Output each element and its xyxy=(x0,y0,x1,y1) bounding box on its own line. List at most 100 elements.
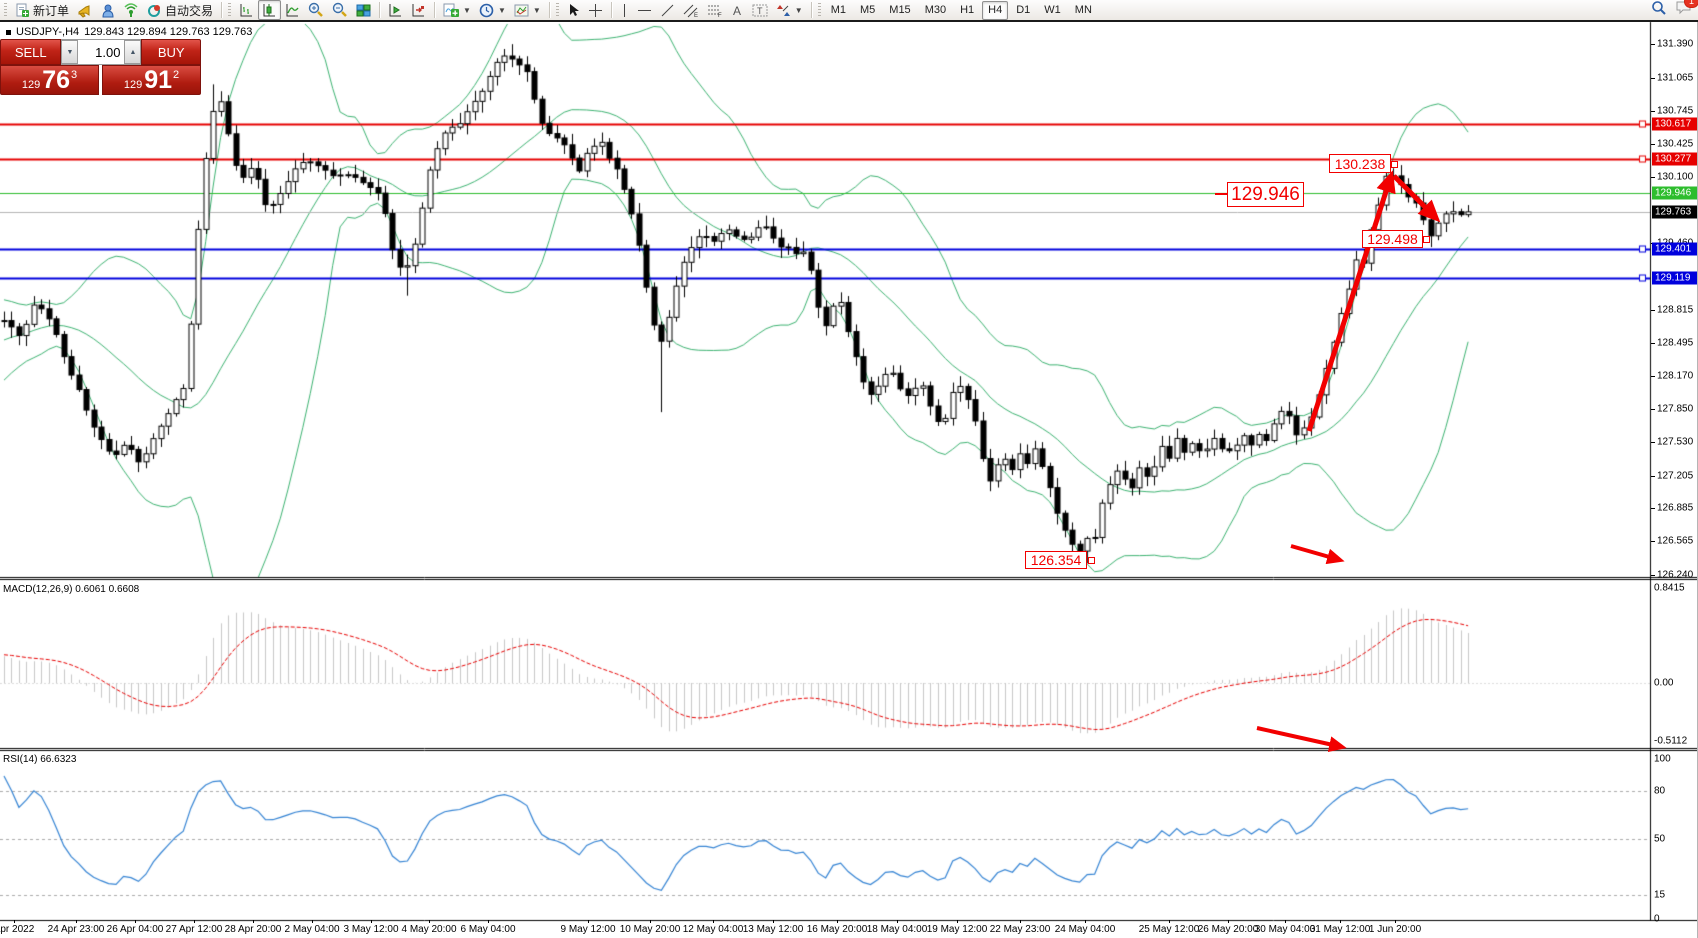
tile-windows-button[interactable] xyxy=(352,0,375,20)
trend-arrow[interactable] xyxy=(1290,544,1345,565)
text-label-tool-button[interactable]: T xyxy=(748,0,772,20)
signals-button[interactable] xyxy=(120,0,143,20)
candlestick-mode-button[interactable] xyxy=(258,0,282,20)
toolbar-grip[interactable] xyxy=(555,3,559,17)
new-order-label: 新订单 xyxy=(33,3,70,18)
horizontal-line-tool-button[interactable] xyxy=(633,0,656,20)
new-order-button[interactable]: 新订单 xyxy=(11,0,73,20)
trend-arrow[interactable] xyxy=(1306,170,1396,432)
volume-input[interactable] xyxy=(78,40,125,64)
vertical-line-tool-button[interactable] xyxy=(616,0,633,20)
separator xyxy=(379,2,381,18)
line-chart-mode-button[interactable] xyxy=(281,0,304,20)
price-annotation-label[interactable]: 129.498 xyxy=(1362,230,1423,248)
cursor-tool-button[interactable] xyxy=(563,0,584,20)
zoom-in-icon xyxy=(308,2,324,18)
timeframe-button-h4[interactable]: H4 xyxy=(982,0,1009,20)
arrows-tool-button[interactable]: ▼ xyxy=(772,0,807,20)
price-tick-label: 126.885 xyxy=(1657,502,1694,514)
price-line-badge: 129.763 xyxy=(1652,205,1698,219)
time-axis-label: 30 May 04:00 xyxy=(1254,924,1316,935)
crosshair-tool-button[interactable] xyxy=(584,0,607,20)
price-tick-mark xyxy=(1651,310,1655,311)
search-icon[interactable] xyxy=(1651,0,1667,21)
price-tick-label: 128.170 xyxy=(1657,370,1694,382)
timeframe-button-m30[interactable]: M30 xyxy=(924,3,947,16)
volume-increase-button[interactable]: ▲ xyxy=(124,40,142,64)
alerts-button[interactable] xyxy=(73,0,97,20)
chat-button[interactable]: 1 xyxy=(1675,0,1698,20)
timeframe-button-d1[interactable]: D1 xyxy=(1016,3,1031,16)
trend-arrow[interactable] xyxy=(1392,174,1441,223)
text-tool-button[interactable]: A xyxy=(727,0,748,20)
time-tick-mark xyxy=(1395,920,1396,923)
toolbar-grip[interactable] xyxy=(4,3,7,17)
time-axis-label: 22 May 23:00 xyxy=(989,924,1051,935)
channel-tool-button[interactable]: E xyxy=(679,0,703,20)
horizontal-line-icon xyxy=(637,3,652,18)
timeframe-button-h1[interactable]: H1 xyxy=(960,3,975,16)
rsi-scale-label: 100 xyxy=(1654,753,1671,765)
periods-button[interactable]: ▼ xyxy=(475,0,510,20)
time-axis-label: 26 May 20:00 xyxy=(1197,924,1259,935)
toolbar-grip[interactable] xyxy=(228,3,232,17)
toolbar-grip[interactable] xyxy=(817,3,821,17)
price-tick-label: 131.065 xyxy=(1657,72,1694,84)
sell-button[interactable]: SELL xyxy=(0,39,62,65)
autotrading-button[interactable]: 自动交易 xyxy=(143,0,217,20)
time-axis-label: 24 Apr 23:00 xyxy=(47,924,105,935)
price-tick-label: 127.205 xyxy=(1657,470,1694,481)
trendline-icon xyxy=(660,3,675,18)
time-tick-mark xyxy=(371,920,372,923)
volume-decrease-button[interactable]: ▼ xyxy=(61,40,79,64)
bar-chart-icon xyxy=(239,3,254,18)
price-line-badge: 129.119 xyxy=(1652,271,1698,285)
trend-arrow[interactable] xyxy=(1256,726,1347,753)
price-annotation-label[interactable]: 130.238 xyxy=(1329,154,1391,173)
zoom-in-button[interactable] xyxy=(304,0,328,20)
time-tick-mark xyxy=(253,920,254,923)
time-axis-label: 19 May 12:00 xyxy=(926,924,988,935)
zoom-out-button[interactable] xyxy=(328,0,352,20)
timeframe-button-mn[interactable]: MN xyxy=(1074,3,1092,16)
annotation-anchor-handle[interactable] xyxy=(1088,557,1095,564)
annotation-anchor-handle[interactable] xyxy=(1391,161,1398,168)
price-annotation-label[interactable]: 129.946 xyxy=(1227,182,1304,207)
sell-price-big: 76 xyxy=(42,66,71,94)
price-tick-label: 131.390 xyxy=(1657,38,1694,50)
chart-shift-button[interactable] xyxy=(407,0,430,20)
chart-header: USDJPY-,H4 129.843 129.894 129.763 129.7… xyxy=(6,26,252,38)
bar-chart-mode-button[interactable] xyxy=(235,0,258,20)
buy-price-small: 129 xyxy=(123,79,143,91)
timeframe-button-m1[interactable]: M1 xyxy=(830,3,846,16)
auto-scroll-button[interactable] xyxy=(384,0,407,20)
indicators-button[interactable]: ▼ xyxy=(439,0,475,20)
timeframe-button-m5[interactable]: M5 xyxy=(860,3,876,16)
price-annotation-label[interactable]: 126.354 xyxy=(1025,551,1087,569)
clock-icon xyxy=(479,3,494,18)
chart-window-border xyxy=(0,20,1698,22)
chart-ohlc-quotes: 129.843 129.894 129.763 129.763 xyxy=(84,26,253,38)
sell-price-sup: 3 xyxy=(71,69,78,81)
sell-price-display[interactable]: 129 76 3 xyxy=(0,65,99,95)
price-tick-label: 127.850 xyxy=(1657,403,1694,415)
buy-price-display[interactable]: 129 91 2 xyxy=(102,65,201,95)
trendline-tool-button[interactable] xyxy=(656,0,679,20)
volume-stepper: ▼ ▲ xyxy=(61,39,142,65)
timeframe-button-m15[interactable]: M15 xyxy=(889,3,911,16)
community-button[interactable] xyxy=(97,0,120,20)
timeframe-button-w1[interactable]: W1 xyxy=(1044,3,1061,16)
time-tick-mark xyxy=(650,920,651,923)
main-toolbar: 新订单 自动交易 xyxy=(0,0,1698,20)
buy-button[interactable]: BUY xyxy=(141,39,201,65)
one-click-trading-panel: SELL ▼ ▲ BUY 129 76 3 129 91 2 xyxy=(0,39,201,95)
time-tick-mark xyxy=(1020,920,1021,923)
templates-button[interactable]: ▼ xyxy=(510,0,545,20)
fibonacci-tool-button[interactable]: F xyxy=(703,0,727,20)
price-line-badge: 130.617 xyxy=(1652,117,1698,131)
auto-scroll-icon xyxy=(388,3,403,18)
fibonacci-icon: F xyxy=(707,3,723,18)
annotation-anchor-handle[interactable] xyxy=(1423,236,1430,243)
